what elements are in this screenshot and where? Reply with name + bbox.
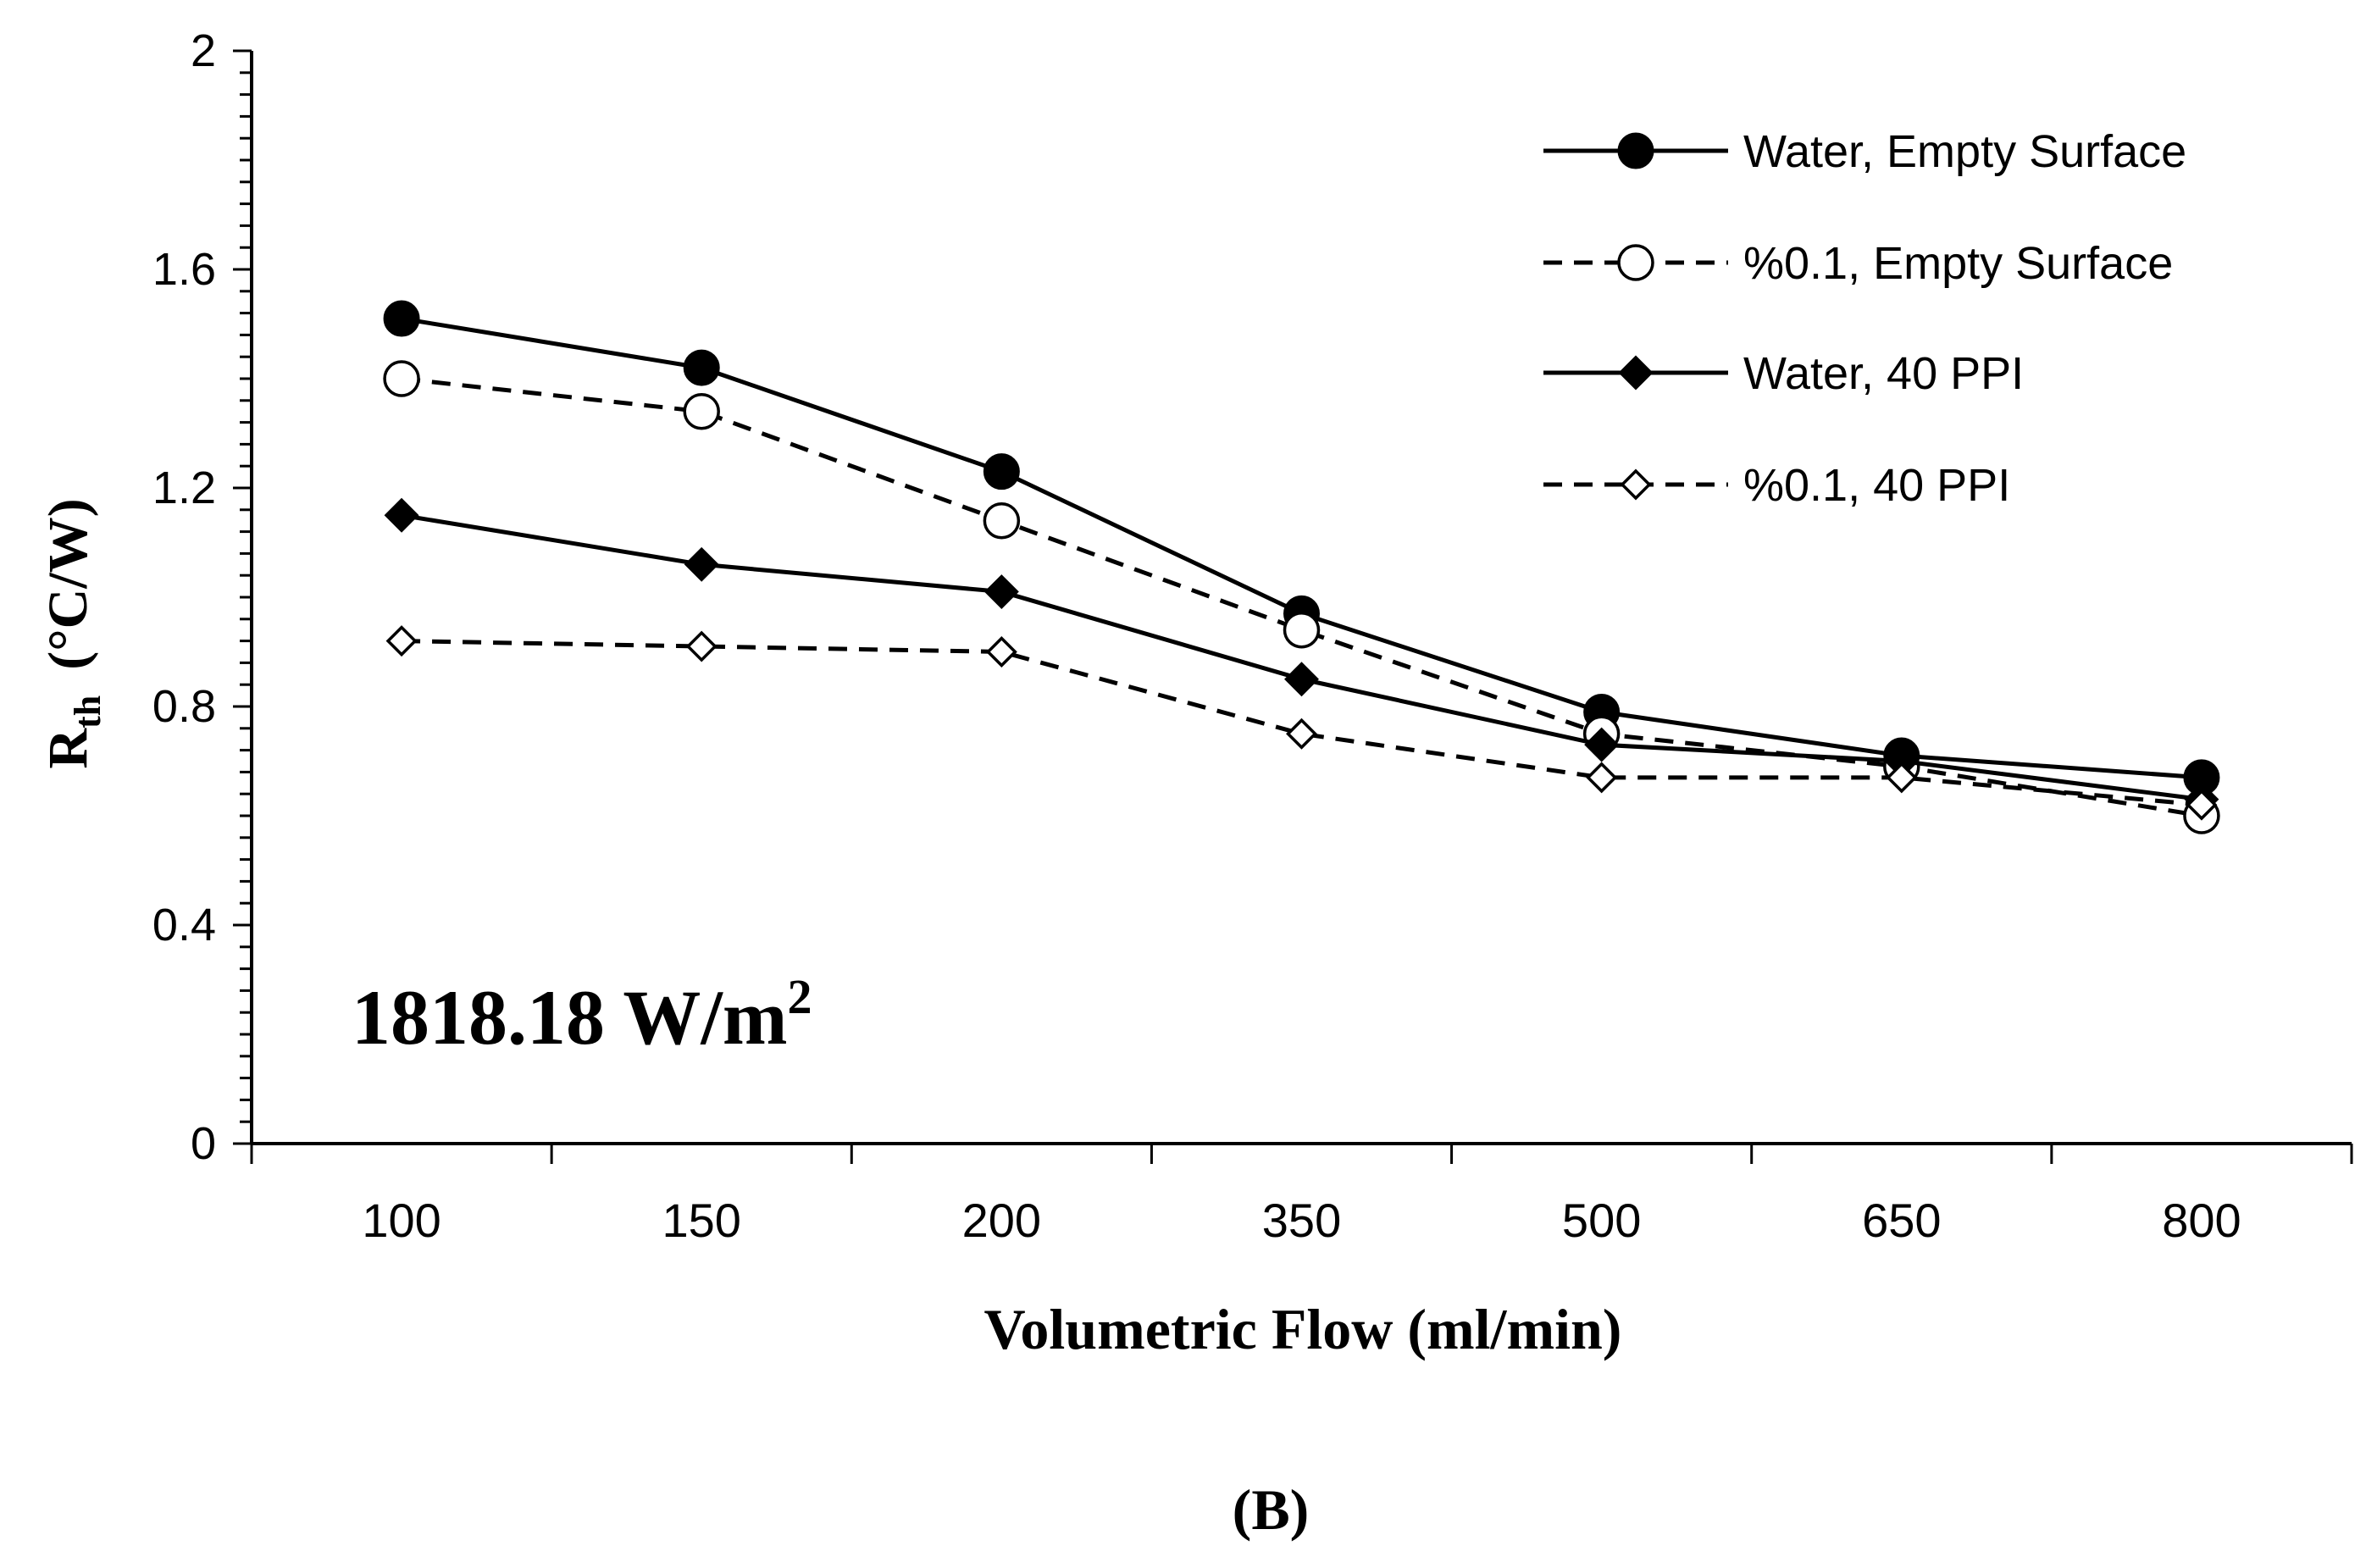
series-3 (384, 497, 2219, 817)
data-point (1286, 718, 1317, 750)
x-tick-label: 100 (362, 1194, 440, 1247)
y-axis-ticks: 0 0.4 0.8 1.2 1.6 2 (152, 25, 252, 1169)
data-point (983, 574, 1019, 610)
y-axis-label: Rth (°C/W) (37, 498, 108, 768)
y-axis-label-sub: th (67, 695, 108, 729)
data-point (683, 349, 720, 386)
heat-flux-annotation: 1818.18 W/m2 (352, 969, 812, 1061)
series-layer (383, 300, 2220, 834)
heat-flux-annotation-main: 1818.18 W/m (352, 974, 788, 1061)
y-tick-label: 2 (191, 25, 216, 76)
data-point (985, 636, 1017, 668)
x-axis-label: Volumetric Flow (ml/min) (984, 1297, 1622, 1361)
data-point (1886, 762, 1918, 794)
legend-item: Water, 40 PPI (1543, 348, 2024, 399)
heat-flux-annotation-sup: 2 (788, 969, 812, 1024)
data-point (385, 625, 418, 657)
data-point (684, 546, 719, 582)
data-point (983, 501, 1021, 540)
y-axis-label-main: R (37, 728, 99, 769)
data-point (1283, 611, 1321, 649)
legend-swatch-marker (1617, 244, 1654, 281)
data-point (1586, 762, 1618, 794)
data-point (1584, 727, 1620, 762)
data-point (1284, 662, 1319, 697)
legend-label: Water, 40 PPI (1743, 348, 2024, 399)
panel-label: (B) (1233, 1477, 1310, 1542)
y-axis-label-unit: (°C/W) (37, 498, 99, 669)
y-tick-label: 0 (191, 1118, 216, 1169)
x-tick-label: 200 (962, 1194, 1041, 1247)
x-tick-label: 650 (1862, 1194, 1941, 1247)
y-tick-label: 0.4 (152, 900, 216, 950)
legend-item: %0.1, 40 PPI (1543, 460, 2010, 511)
series-4 (385, 625, 2218, 821)
y-tick-label: 1.2 (152, 463, 216, 513)
y-tick-label: 0.8 (152, 681, 216, 732)
data-point (2186, 789, 2218, 821)
x-axis-ticks: 100 150 200 350 500 650 800 (250, 1144, 2353, 1247)
data-point (383, 360, 420, 397)
legend: Water, Empty Surface %0.1, Empty Surface W… (1543, 126, 2186, 511)
data-point (983, 453, 1020, 490)
data-point (685, 630, 718, 662)
x-tick-label: 150 (662, 1194, 740, 1247)
legend-swatch-marker (1618, 355, 1654, 391)
legend-item: %0.1, Empty Surface (1543, 238, 2173, 289)
legend-swatch-marker (1617, 132, 1654, 169)
legend-swatch-marker (1620, 468, 1652, 501)
legend-label: Water, Empty Surface (1743, 126, 2186, 177)
x-tick-label: 350 (1262, 1194, 1341, 1247)
legend-label: %0.1, Empty Surface (1743, 238, 2173, 289)
data-point (683, 392, 720, 430)
y-tick-label: 1.6 (152, 244, 216, 295)
legend-item: Water, Empty Surface (1543, 126, 2186, 177)
x-tick-label: 500 (1562, 1194, 1641, 1247)
x-tick-label: 800 (2162, 1194, 2241, 1247)
data-point (383, 300, 420, 337)
data-point (384, 497, 419, 533)
legend-label: %0.1, 40 PPI (1743, 460, 2010, 511)
